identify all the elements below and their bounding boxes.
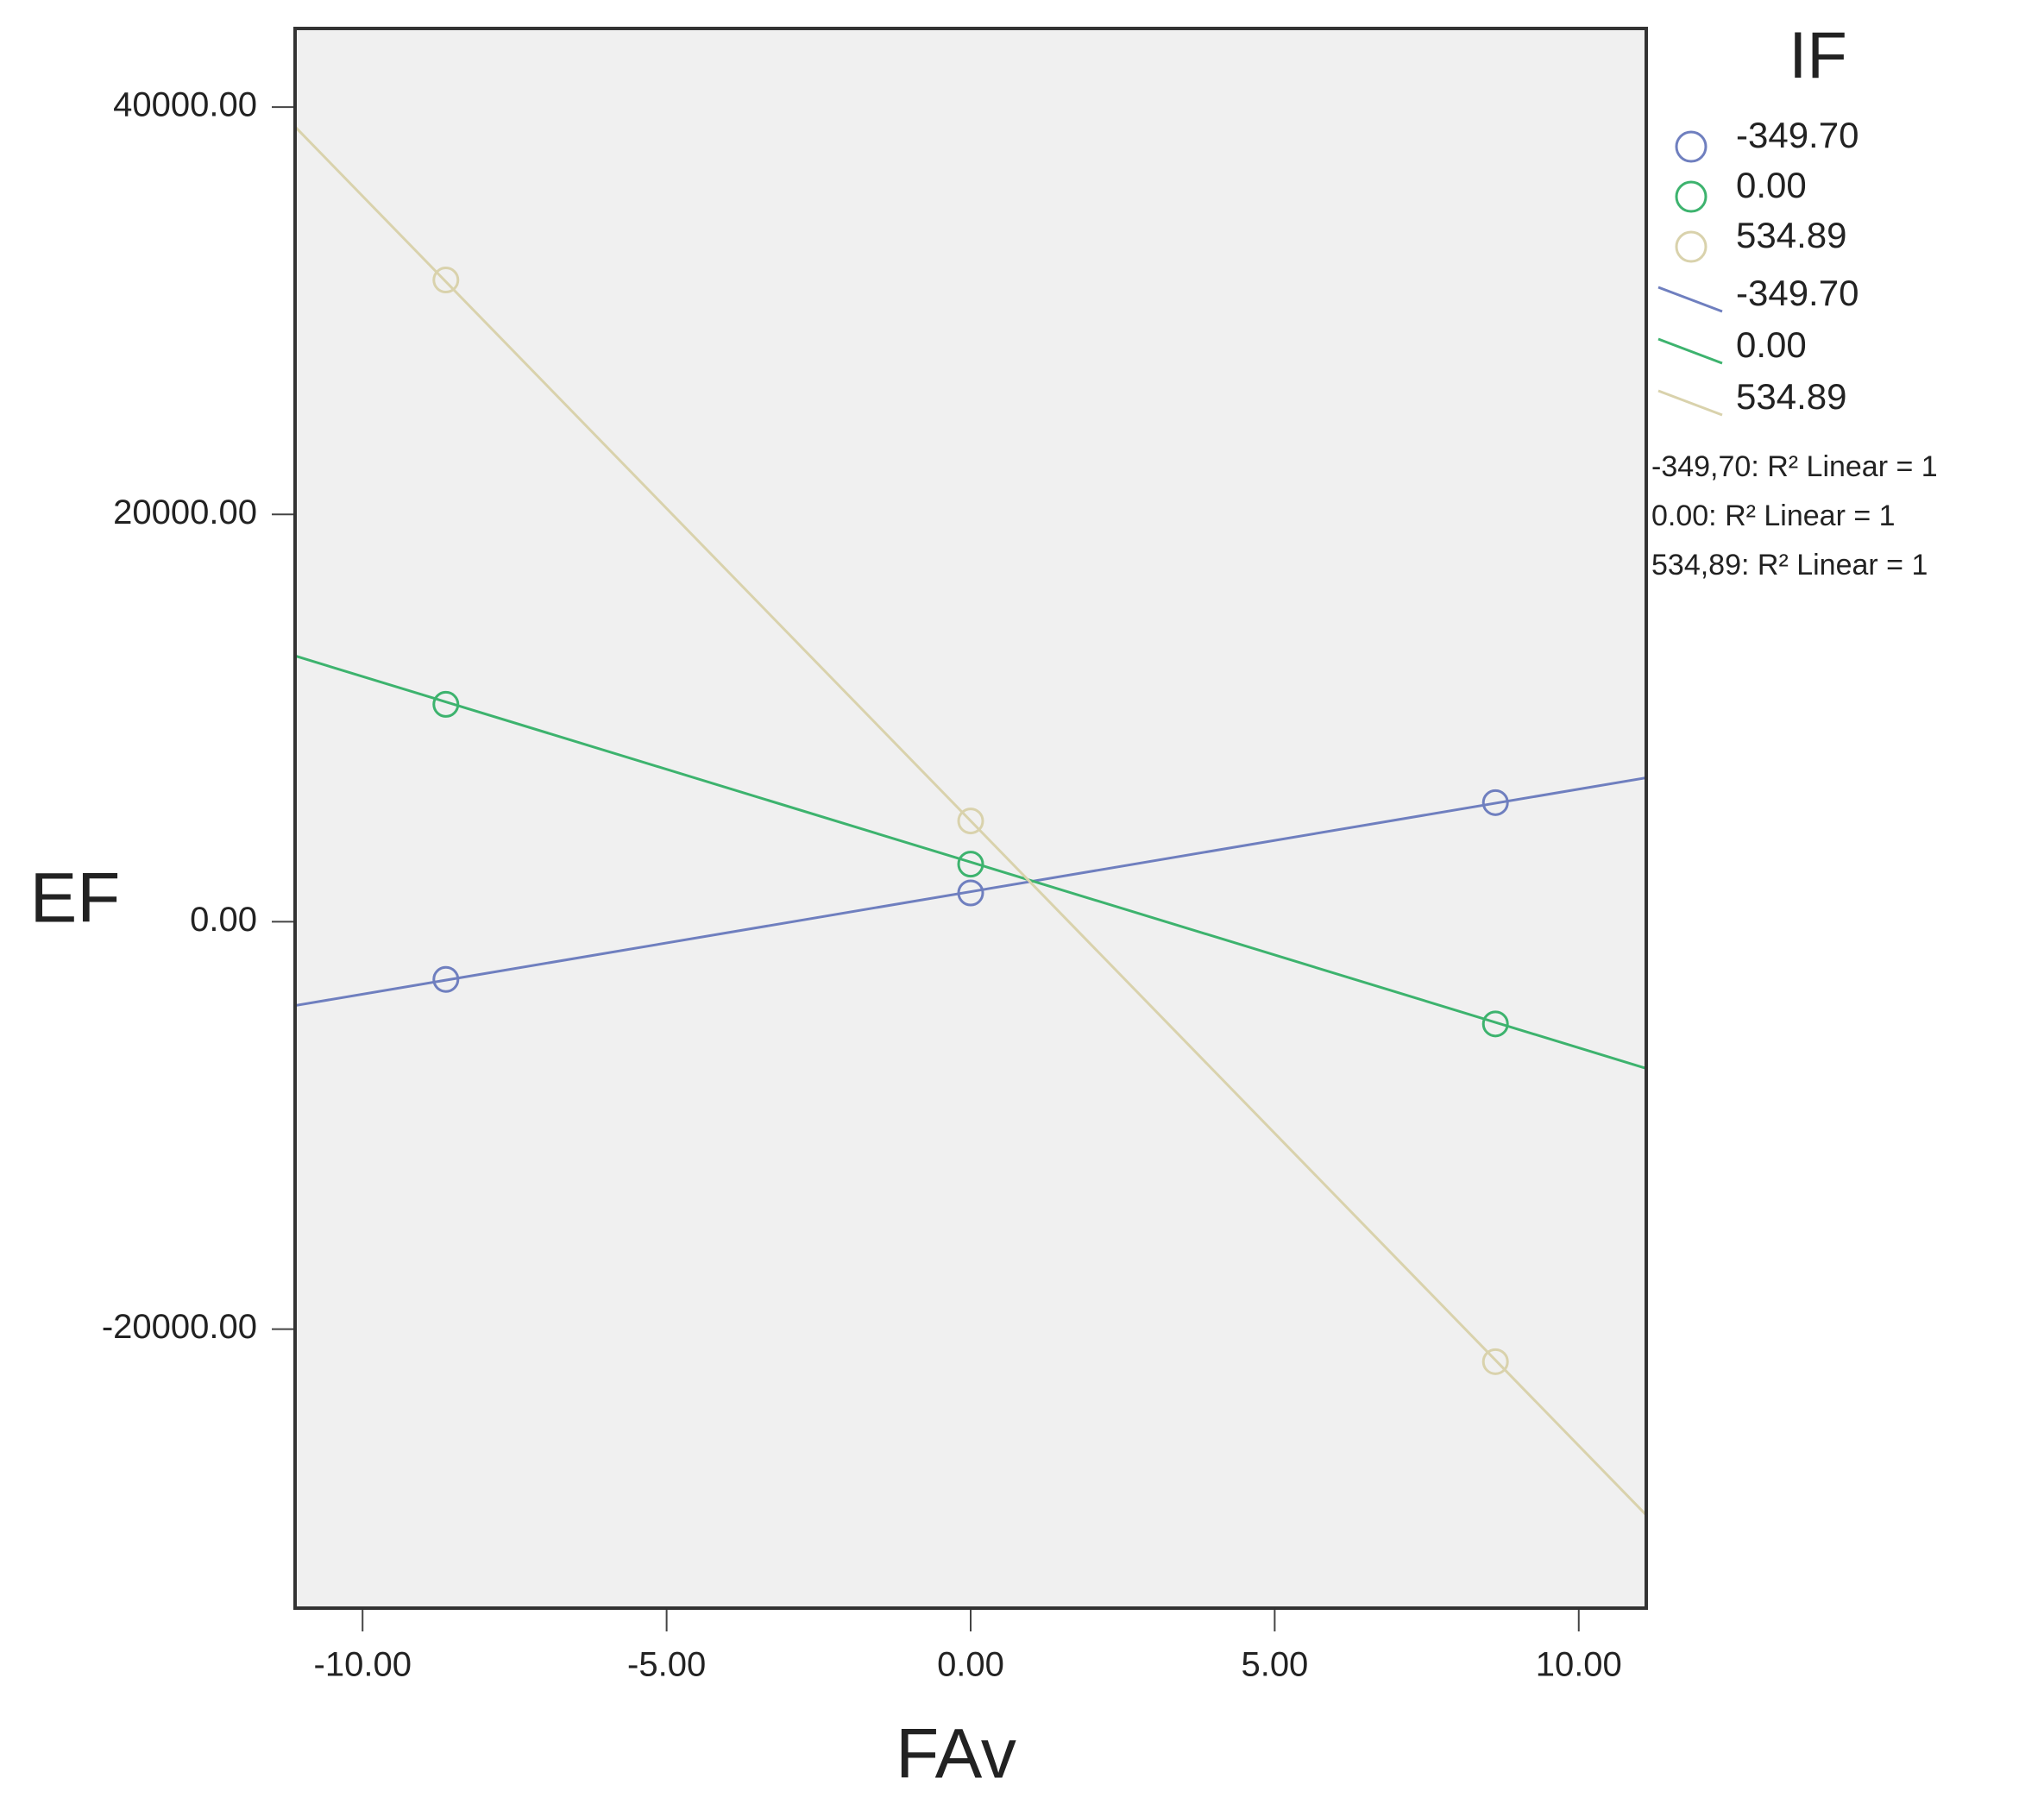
scatter-point bbox=[1481, 789, 1509, 816]
legend-marker bbox=[1675, 230, 1708, 263]
plot-area bbox=[295, 28, 1646, 1608]
fit-line bbox=[294, 654, 1647, 1070]
legend-label: 534.89 bbox=[1736, 215, 1846, 255]
legend-marker bbox=[1675, 130, 1708, 163]
legend-label: 534.89 bbox=[1736, 376, 1846, 417]
legend-label: -349.70 bbox=[1736, 115, 1858, 155]
legend-line bbox=[1657, 286, 1723, 313]
y-tick-label: 40000.00 bbox=[113, 86, 257, 124]
x-axis-title: FAv bbox=[896, 1715, 1016, 1794]
scatter-point bbox=[957, 851, 984, 878]
y-axis-title: EF bbox=[30, 859, 121, 938]
x-tick-label: 0.00 bbox=[937, 1646, 1004, 1684]
plot-frame bbox=[293, 27, 1648, 1610]
annotation: -349,70: R² Linear = 1 bbox=[1651, 450, 1938, 483]
fit-line bbox=[293, 125, 1648, 1517]
legend-line bbox=[1657, 389, 1723, 417]
legend-title: IF bbox=[1789, 19, 1847, 92]
x-tick-label: 5.00 bbox=[1241, 1646, 1308, 1684]
scatter-point bbox=[432, 267, 460, 294]
y-tick-label: -20000.00 bbox=[102, 1308, 257, 1346]
legend-marker bbox=[1675, 180, 1708, 213]
annotation: 0.00: R² Linear = 1 bbox=[1651, 500, 1896, 532]
legend-label: 0.00 bbox=[1736, 324, 1807, 365]
legend-label: -349.70 bbox=[1736, 273, 1858, 313]
scatter-point bbox=[432, 965, 460, 993]
scatter-point bbox=[1481, 1348, 1509, 1375]
legend-line bbox=[1657, 337, 1723, 365]
x-tick-label: -10.00 bbox=[314, 1646, 412, 1684]
y-tick-label: 20000.00 bbox=[113, 493, 257, 531]
scatter-point bbox=[1481, 1010, 1509, 1038]
x-tick-label: -5.00 bbox=[627, 1646, 706, 1684]
annotation: 534,89: R² Linear = 1 bbox=[1651, 549, 1928, 581]
scatter-point bbox=[957, 808, 984, 835]
legend-label: 0.00 bbox=[1736, 165, 1807, 205]
fit-line bbox=[294, 776, 1647, 1008]
x-tick-label: 10.00 bbox=[1536, 1646, 1622, 1684]
scatter-point bbox=[432, 690, 460, 718]
scatter-point bbox=[957, 879, 984, 907]
y-tick-label: 0.00 bbox=[190, 901, 257, 939]
